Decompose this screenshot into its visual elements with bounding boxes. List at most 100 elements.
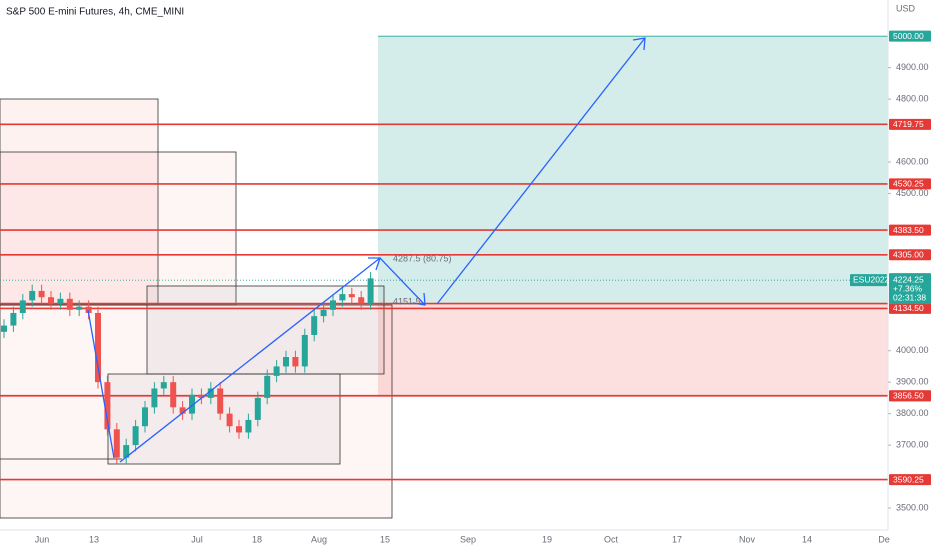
box xyxy=(146,285,385,375)
x-tick-label: 13 xyxy=(89,534,99,544)
candle-body xyxy=(330,300,336,310)
y-tick-label: 4500.00 xyxy=(896,188,929,198)
level-label: 4719.75 xyxy=(893,119,924,129)
x-tick-label: Sep xyxy=(460,534,476,544)
profit-zone xyxy=(378,36,888,303)
candle-body xyxy=(123,445,130,458)
level-tag xyxy=(889,178,931,190)
candle-body xyxy=(66,298,73,310)
candle-body xyxy=(170,382,177,408)
arrows xyxy=(87,37,646,463)
countdown: 02:31:38 xyxy=(893,292,926,302)
x-tick-label: Aug xyxy=(311,534,327,544)
x-tick-label: Nov xyxy=(739,534,756,544)
level-tag xyxy=(889,30,931,42)
y-tick-label: 3900.00 xyxy=(896,377,929,387)
symbol: ESU2022 xyxy=(853,274,890,284)
candle-body xyxy=(254,397,261,420)
x-tick-label: 18 xyxy=(252,534,262,544)
candle-body xyxy=(236,426,242,433)
candle-body xyxy=(10,312,17,326)
box xyxy=(0,151,237,306)
x-tick-label: 14 xyxy=(802,534,812,544)
drawings xyxy=(0,36,888,519)
change: +7.36% xyxy=(893,283,923,293)
candle-body xyxy=(339,294,346,301)
chart-title: S&P 500 E-mini Futures, 4h, CME_MINI xyxy=(6,7,184,18)
x-tick-label: 19 xyxy=(542,534,552,544)
candle-body xyxy=(348,294,355,298)
level-label: 4383.50 xyxy=(893,225,924,235)
candle-body xyxy=(57,298,64,304)
candle-body xyxy=(273,366,280,376)
axis-labels: 4900.00 4800.00 4600.00 4500.00 4000.00 3900.… xyxy=(35,30,931,544)
candle-body xyxy=(179,407,186,414)
x-tick-label: Jul xyxy=(191,534,203,544)
annotation: 4151.5 xyxy=(393,296,421,306)
candle-body xyxy=(189,394,195,414)
candle-body xyxy=(264,375,271,398)
candle-body xyxy=(311,316,318,335)
x-tick-label: 15 xyxy=(380,534,390,544)
candle-body xyxy=(38,290,45,298)
arrowhead xyxy=(632,37,646,51)
arrow xyxy=(379,257,426,306)
box xyxy=(0,98,159,306)
candle-body xyxy=(283,357,289,367)
y-tick-label: 4000.00 xyxy=(896,345,929,355)
level-label: 4530.25 xyxy=(893,179,924,189)
candle-body xyxy=(113,429,120,458)
level-tag xyxy=(889,474,931,486)
arrowhead xyxy=(412,292,426,306)
candle-body xyxy=(160,382,167,389)
candle-body xyxy=(85,306,92,313)
level-tag xyxy=(889,224,931,236)
candle-body xyxy=(132,426,139,446)
level-tag xyxy=(889,390,931,402)
candle-body xyxy=(198,394,205,398)
box xyxy=(0,304,393,519)
candle-body xyxy=(95,312,101,383)
level-label: 4134.50 xyxy=(893,303,924,313)
x-tick-label: Oct xyxy=(604,534,619,544)
price-tag xyxy=(889,273,931,305)
candle-body xyxy=(292,357,299,367)
loss-zone xyxy=(378,303,888,395)
candle-body xyxy=(151,388,158,408)
x-tick-label: 17 xyxy=(672,534,682,544)
currency: USD xyxy=(896,3,916,13)
box-edge xyxy=(0,458,122,460)
level-tag xyxy=(889,118,931,130)
y-tick-label: 4600.00 xyxy=(896,156,929,166)
level-label: 5000.00 xyxy=(893,31,924,41)
y-tick-label: 3800.00 xyxy=(896,408,929,418)
y-tick-label: 4800.00 xyxy=(896,93,929,103)
arrow xyxy=(436,37,646,305)
candle-body xyxy=(320,309,327,317)
level-tag xyxy=(889,302,931,314)
level-label: 4305.00 xyxy=(893,250,924,260)
candles xyxy=(0,272,888,464)
candle-body xyxy=(207,388,214,398)
candle-body xyxy=(76,306,83,310)
candle-body xyxy=(1,325,7,332)
candle-body xyxy=(367,278,374,304)
candle-body xyxy=(245,419,252,433)
candle-body xyxy=(29,290,36,301)
last-price: 4224.25 xyxy=(893,274,924,284)
y-tick-label: 3700.00 xyxy=(896,439,929,449)
x-tick-label: De xyxy=(878,534,890,544)
candle-body xyxy=(217,388,224,414)
candle-body xyxy=(142,407,148,427)
symbol-tag xyxy=(850,274,887,287)
level-label: 3590.25 xyxy=(893,474,924,484)
levels xyxy=(0,35,888,481)
arrow xyxy=(87,309,115,459)
x-tick-label: Jun xyxy=(35,534,50,544)
candle-body xyxy=(104,382,111,430)
level-label: 3856.50 xyxy=(893,391,924,401)
candle-body xyxy=(19,300,26,313)
candle-body xyxy=(358,297,365,304)
